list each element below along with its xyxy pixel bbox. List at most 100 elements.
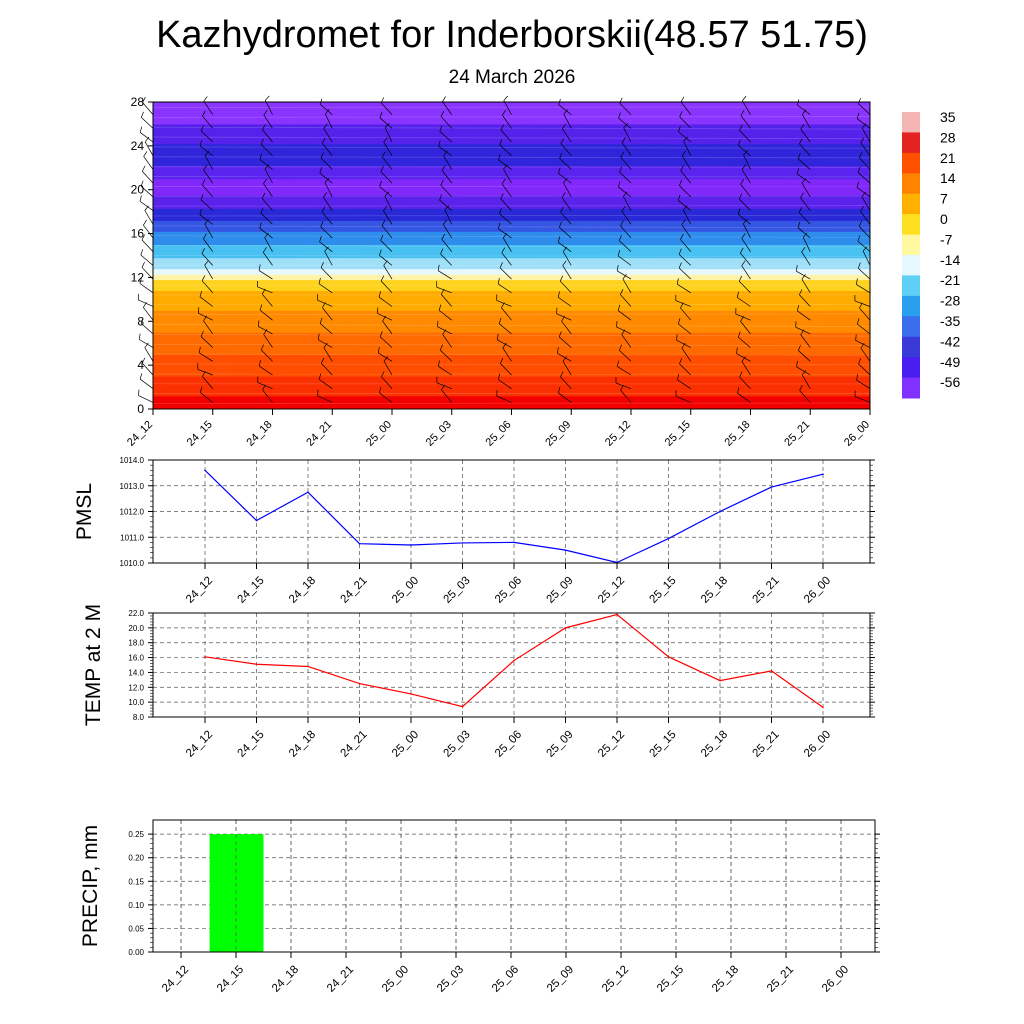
wind-barb-flag [857,262,861,269]
contour-line [152,303,871,306]
data-point [822,473,824,475]
wind-barb-shaft [681,155,692,170]
data-point [822,706,824,709]
wind-barb-shaft [797,310,811,321]
wind-barb-flag [796,168,799,175]
wind-barb-flag [618,112,621,119]
wind-barb-shaft [857,267,871,280]
wind-barb-shaft [854,396,871,403]
colorbar-cell [902,255,920,276]
x-tick-label: 25_21 [751,729,782,760]
wind-barb-flag [619,344,622,351]
wind-barb-shaft [319,241,333,252]
wind-barb-shaft [675,396,691,403]
wind-barb-shaft [798,350,811,362]
wind-barb-shaft [383,360,393,376]
wind-barb-shaft [317,395,333,403]
colorbar-label: -7 [940,231,953,247]
wind-barb-shaft [561,128,572,143]
x-tick-label: 25_15 [648,729,679,760]
data-point [410,544,412,546]
wind-barb-flag [856,318,860,325]
wind-barb-shaft [321,211,333,225]
wind-barb-flag [258,360,261,367]
wind-barb-shaft [499,267,512,280]
precip-bar [209,834,264,952]
wind-barb-shaft [138,395,154,403]
wind-barb-shaft [557,352,572,362]
x-tick-label: 24_15 [215,964,246,995]
y-tick-label: 20.0 [128,624,144,633]
y-tick-label: 0.00 [128,948,144,957]
wind-barb-shaft [800,334,811,348]
wind-barb-flag [799,384,803,391]
wind-barb-shaft [260,144,273,156]
wind-barb-flag [141,261,145,268]
wind-barb-shaft [623,196,632,211]
wind-barb-flag [139,373,143,380]
y-axis-label: TEMP at 2 M [82,604,105,726]
wind-barb-shaft [617,270,632,280]
y-tick-label: 0.15 [128,877,144,886]
wind-barb-flag [736,291,739,298]
wind-barb-flag [620,289,624,295]
wind-barb-shaft [500,363,512,376]
wind-barb-shaft [558,392,572,403]
wind-barb-flag [144,136,150,143]
colorbar-label: -56 [940,374,960,390]
wind-barb-shaft [498,228,512,239]
wind-barb-shaft [861,127,871,143]
wind-barb-shaft [801,114,811,129]
colorbar-label: 14 [940,170,956,186]
wind-barb-shaft [381,225,393,239]
wind-barb-flag [259,222,262,229]
wind-barb-flag [801,109,807,115]
wind-barb-shaft [201,280,214,294]
wind-barb-flag [796,360,798,367]
wind-barb-shaft [860,347,871,362]
wind-barb-shaft [795,326,811,335]
wind-barb-shaft [380,240,393,252]
wind-barb-flag [562,260,567,266]
wind-barb-flag [381,220,386,226]
wind-barb-shaft [738,145,751,156]
data-point [410,693,412,695]
wind-barb-shaft [620,156,632,170]
y-tick-label: 0.20 [128,854,144,863]
wind-barb-shaft [144,141,154,156]
data-point [255,519,258,522]
x-tick-label: 25_15 [663,419,693,449]
wind-barb-flag [557,236,561,243]
wind-barb-shaft [438,366,452,376]
wind-barb-shaft [499,144,512,156]
wind-barb-flag [139,126,143,133]
wind-barb-shaft [260,349,273,362]
temperature-band [153,231,870,246]
data-point [616,613,618,616]
contour-line [152,264,871,267]
wind-barb-flag [557,347,559,354]
wind-barb-flag [440,248,444,255]
wind-barb-shaft [384,127,393,143]
y-tick-label: 1010.0 [120,559,145,568]
wind-barb-shaft [380,280,393,294]
chart-title: Kazhydromet for Inderborskii(48.57 51.75… [156,14,868,56]
wind-barb-flag [138,333,141,340]
wind-barb-flag [200,125,204,132]
wind-barb-shaft [439,199,452,211]
colorbar-label: -35 [940,313,960,329]
wind-barb-shaft [557,296,572,307]
wind-barb-flag [260,138,264,145]
wind-barb-shaft [262,129,273,143]
wind-barb-flag [683,205,688,211]
x-tick-label: 26_00 [842,419,872,449]
wind-barb-shaft [857,118,871,129]
wind-barb-shaft [437,326,452,335]
data-point [513,659,515,662]
wind-barb-shaft [560,376,572,389]
wind-barb-shaft [379,255,393,266]
wind-barb-shaft [257,286,273,294]
wind-barb-shaft [854,300,871,307]
wind-barb-shaft [259,309,273,321]
wind-barb-shaft [260,213,273,225]
